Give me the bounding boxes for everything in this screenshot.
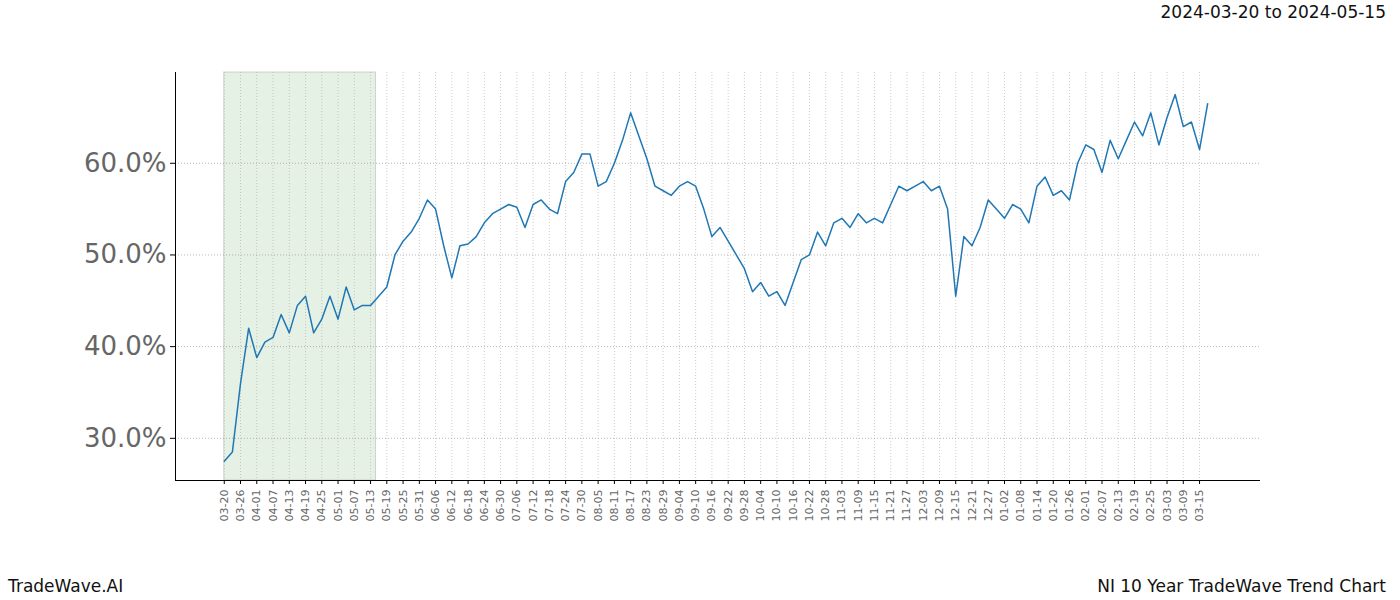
- svg-text:10-22: 10-22: [803, 490, 816, 522]
- svg-text:04-01: 04-01: [250, 490, 263, 522]
- svg-text:50.0%: 50.0%: [84, 239, 167, 269]
- svg-text:10-16: 10-16: [787, 490, 800, 522]
- svg-text:01-26: 01-26: [1063, 490, 1076, 522]
- svg-text:04-13: 04-13: [283, 490, 296, 522]
- svg-text:02-25: 02-25: [1144, 490, 1157, 522]
- svg-text:11-21: 11-21: [884, 490, 897, 522]
- svg-text:11-03: 11-03: [835, 490, 848, 522]
- svg-text:02-13: 02-13: [1112, 490, 1125, 522]
- svg-text:09-22: 09-22: [722, 490, 735, 522]
- svg-text:02-19: 02-19: [1128, 490, 1141, 522]
- svg-text:07-06: 07-06: [510, 490, 523, 522]
- svg-text:10-10: 10-10: [770, 490, 783, 522]
- svg-text:03-20: 03-20: [218, 490, 231, 522]
- svg-text:08-29: 08-29: [657, 490, 670, 522]
- svg-text:05-19: 05-19: [380, 490, 393, 522]
- svg-text:03-26: 03-26: [234, 490, 247, 522]
- svg-text:09-04: 09-04: [673, 490, 686, 522]
- svg-text:03-15: 03-15: [1193, 490, 1206, 522]
- svg-text:11-27: 11-27: [900, 490, 913, 522]
- svg-text:05-31: 05-31: [413, 490, 426, 522]
- svg-text:01-14: 01-14: [1031, 490, 1044, 522]
- svg-text:05-07: 05-07: [348, 490, 361, 522]
- html-text:2024-03-20 to 2024-05-15: 2024-03-20 to 2024-05-15: [1160, 2, 1386, 22]
- svg-text:01-20: 01-20: [1047, 490, 1060, 522]
- svg-text:01-02: 01-02: [998, 490, 1011, 522]
- svg-text:06-24: 06-24: [478, 490, 491, 522]
- svg-text:01-08: 01-08: [1014, 490, 1027, 522]
- svg-text:06-30: 06-30: [494, 490, 507, 522]
- svg-text:12-09: 12-09: [933, 490, 946, 522]
- svg-text:02-01: 02-01: [1079, 490, 1092, 522]
- svg-text:07-30: 07-30: [575, 490, 588, 522]
- svg-text:07-12: 07-12: [527, 490, 540, 522]
- svg-text:60.0%: 60.0%: [84, 148, 167, 178]
- svg-text:12-03: 12-03: [917, 490, 930, 522]
- svg-text:06-12: 06-12: [445, 490, 458, 522]
- svg-text:40.0%: 40.0%: [84, 331, 167, 361]
- svg-text:08-17: 08-17: [624, 490, 637, 522]
- svg-text:06-06: 06-06: [429, 490, 442, 522]
- svg-text:08-23: 08-23: [640, 490, 653, 522]
- svg-text:10-28: 10-28: [819, 490, 832, 522]
- svg-text:05-13: 05-13: [364, 490, 377, 522]
- svg-text:09-10: 09-10: [689, 490, 702, 522]
- svg-text:12-15: 12-15: [949, 490, 962, 522]
- svg-text:04-07: 04-07: [267, 490, 280, 522]
- svg-text:05-01: 05-01: [332, 490, 345, 522]
- svg-text:04-19: 04-19: [299, 490, 312, 522]
- svg-text:03-09: 03-09: [1177, 490, 1190, 522]
- svg-text:09-16: 09-16: [705, 490, 718, 522]
- svg-text:06-18: 06-18: [462, 490, 475, 522]
- svg-text:12-21: 12-21: [965, 490, 978, 522]
- svg-text:09-28: 09-28: [738, 490, 751, 522]
- svg-text:12-27: 12-27: [982, 490, 995, 522]
- html-text:TradeWave.AI: TradeWave.AI: [8, 576, 124, 596]
- svg-text:08-11: 08-11: [608, 490, 621, 522]
- svg-text:10-04: 10-04: [754, 490, 767, 522]
- svg-text:04-25: 04-25: [315, 490, 328, 522]
- svg-text:11-15: 11-15: [868, 490, 881, 522]
- html-text:NI 10 Year TradeWave Trend Cha: NI 10 Year TradeWave Trend Chart: [1097, 576, 1386, 596]
- svg-text:07-18: 07-18: [543, 490, 556, 522]
- svg-text:30.0%: 30.0%: [84, 423, 167, 453]
- svg-text:07-24: 07-24: [559, 490, 572, 522]
- svg-text:11-09: 11-09: [852, 490, 865, 522]
- svg-text:02-07: 02-07: [1096, 490, 1109, 522]
- svg-text:03-03: 03-03: [1161, 490, 1174, 522]
- svg-text:08-05: 08-05: [592, 490, 605, 522]
- svg-text:05-25: 05-25: [397, 490, 410, 522]
